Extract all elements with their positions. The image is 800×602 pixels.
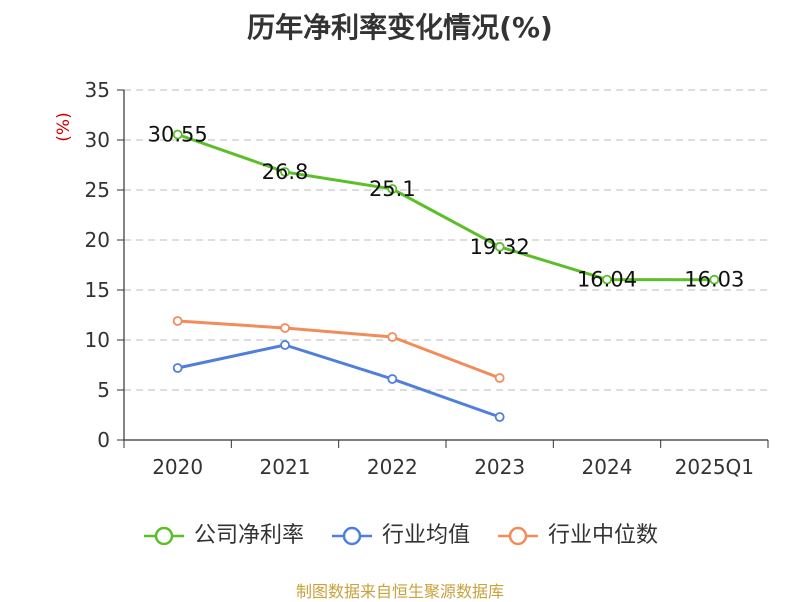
y-tick-label-35: 35 — [85, 78, 110, 102]
x-tick-label-2023: 2023 — [474, 455, 525, 479]
legend-item-company[interactable]: 公司净利率 — [142, 518, 304, 554]
legend-circle-company — [154, 526, 174, 546]
x-tick-label-2021: 2021 — [260, 455, 311, 479]
data-label-company-2020: 30.55 — [148, 123, 208, 147]
legend-marker-company — [143, 526, 184, 546]
source-note: 制图数据来自恒生聚源数据库 — [295, 582, 504, 601]
data-point-industry_avg-2022 — [387, 374, 398, 384]
y-tick-label-5: 5 — [97, 378, 110, 402]
data-label-company-2024: 16.04 — [577, 268, 637, 292]
chart-title: 历年净利率变化情况(%) — [247, 11, 553, 44]
series-line-industry_median — [177, 319, 501, 380]
data-point-industry_median-2020 — [172, 316, 183, 326]
data-point-industry_avg-2021 — [280, 340, 290, 350]
data-point-industry_median-2022 — [387, 332, 398, 342]
data-point-company-2021 — [280, 167, 290, 177]
data-point-industry_avg-2020 — [172, 363, 183, 373]
x-tick-label-2020: 2020 — [152, 455, 203, 479]
y-tick-label-0: 0 — [97, 428, 110, 452]
grid-lines — [124, 89, 768, 391]
y-tick-label-25: 25 — [85, 178, 110, 202]
y-axis-unit-label: (%) — [54, 112, 74, 141]
legend-circle-industry-median — [508, 526, 528, 546]
x-tick-label-2025Q1: 2025Q1 — [675, 455, 754, 479]
y-tick-label-10: 10 — [85, 328, 110, 352]
legend-item-industry-median[interactable]: 行业中位数 — [496, 518, 658, 554]
legend-circle-industry-avg — [342, 526, 362, 546]
x-tick-label-2022: 2022 — [367, 455, 418, 479]
data-point-company-2022 — [387, 184, 398, 194]
series-line-industry_avg — [177, 343, 501, 419]
legend: 公司净利率 行业均值 行业中位数 — [0, 518, 800, 554]
data-point-company-2023 — [494, 241, 505, 252]
axes: 0 5 10 15 20 25 30 35 2020 2021 2022 2023 2024 2025Q1 — [85, 78, 769, 479]
series-lines — [172, 129, 720, 422]
data-label-company-2023: 19.32 — [470, 235, 530, 259]
data-point-company-2024 — [602, 274, 612, 285]
data-point-industry_median-2023 — [494, 373, 505, 383]
data-point-company-2020 — [172, 129, 183, 140]
legend-item-industry-avg[interactable]: 行业均值 — [330, 518, 470, 554]
series-line-company — [177, 133, 715, 282]
data-point-industry_avg-2023 — [494, 412, 505, 422]
legend-label-company: 公司净利率 — [193, 523, 304, 548]
x-tick-label-2024: 2024 — [582, 455, 633, 479]
data-point-company-2025Q1 — [709, 274, 720, 285]
data-label-company-2021: 26.8 — [262, 160, 309, 184]
data-point-industry_median-2021 — [280, 323, 290, 333]
y-tick-label-30: 30 — [85, 128, 110, 152]
y-tick-label-20: 20 — [85, 228, 110, 252]
legend-label-industry-median: 行业中位数 — [548, 523, 659, 548]
y-tick-label-15: 15 — [85, 278, 110, 302]
legend-label-industry-avg: 行业均值 — [381, 523, 470, 548]
data-label-company-2022: 25.1 — [369, 177, 416, 201]
legend-marker-industry-median — [498, 526, 538, 546]
data-label-company-2025Q1: 16.03 — [684, 268, 744, 292]
legend-marker-industry-avg — [331, 526, 372, 546]
data-labels: 30.55 26.8 25.1 19.32 16.04 16.03 — [148, 123, 745, 292]
